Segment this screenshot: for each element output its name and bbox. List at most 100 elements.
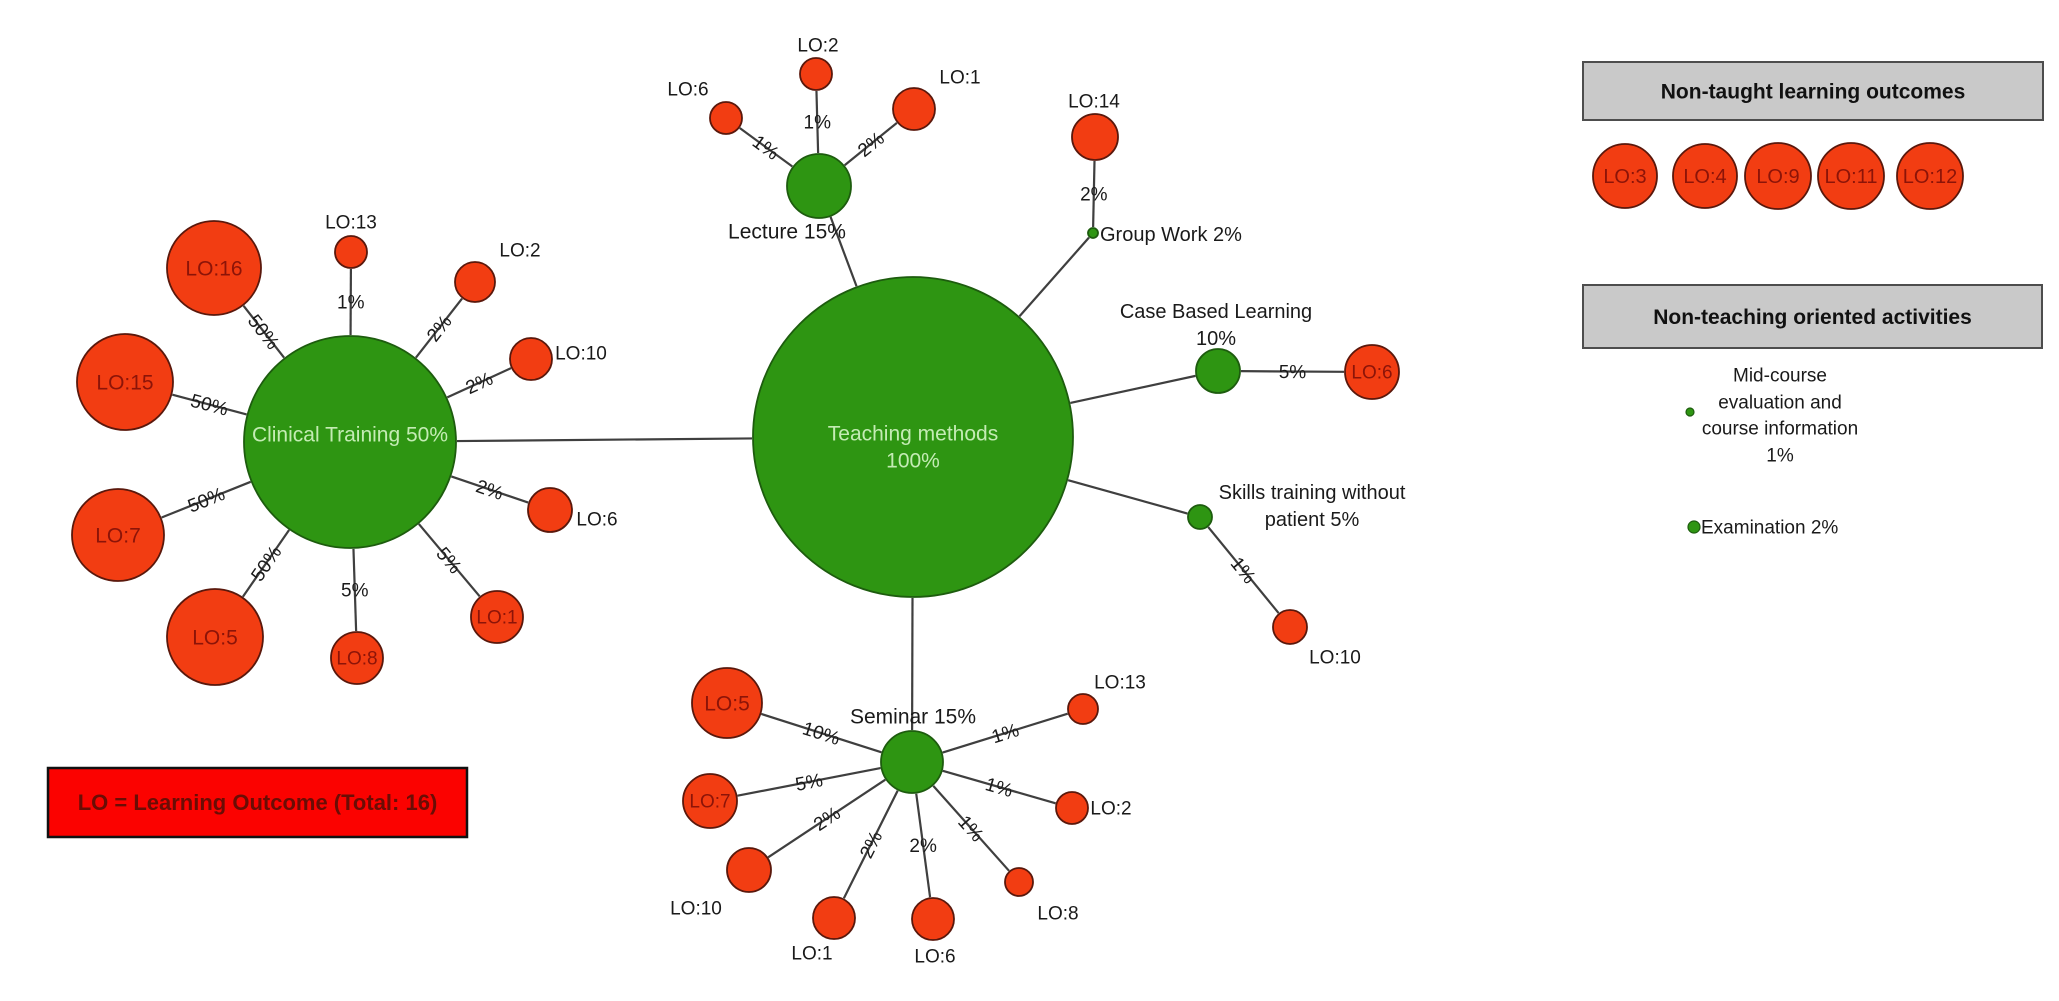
node-seminar-method-circle (880, 730, 944, 794)
edge-clinical-c6 (450, 475, 529, 504)
node-label-g14: LO:14 (1068, 92, 1120, 113)
node-label-cb6: LO:6 (1351, 363, 1392, 384)
node-c5-outcome-circle (166, 588, 264, 686)
legend-outcome-label-LO12: LO:12 (1903, 166, 1957, 188)
node-label-skills: Skills training without (1219, 482, 1406, 504)
node-label-groupwork: Group Work 2% (1100, 224, 1242, 246)
legend-non-teaching-title: Non-teaching oriented activities (1653, 306, 1972, 329)
node-label-c6: LO:6 (576, 510, 617, 531)
edge-seminar-se7 (737, 766, 881, 797)
node-label-clinical: Clinical Training 50% (252, 423, 448, 446)
node-label-teaching-1: 100% (886, 449, 940, 472)
edge-seminar-se10 (767, 778, 886, 859)
node-label-cbl: Case Based Learning (1120, 301, 1312, 323)
node-cbl-method-circle (1195, 348, 1241, 394)
node-label-se10: LO:10 (670, 899, 722, 920)
node-se8-outcome-circle (1004, 867, 1034, 897)
edge-clinical-c10 (446, 367, 512, 399)
node-se7-outcome-circle (682, 773, 738, 829)
node-c2-outcome-circle (454, 261, 496, 303)
node-skills-method-circle (1187, 504, 1213, 530)
legend-activity-label-examination: Examination 2% (1701, 518, 1838, 539)
node-label-lecture: Lecture 15% (728, 220, 846, 243)
legend-outcome-circle-LO12 (1896, 142, 1964, 210)
node-l2-outcome-circle (799, 57, 833, 91)
node-label-teaching: Teaching methods (828, 422, 998, 445)
node-c8-outcome-circle (330, 631, 384, 685)
node-c10-outcome-circle (509, 337, 553, 381)
edge-lecture-l1 (843, 121, 898, 167)
legend-outcome-label-LO9: LO:9 (1756, 166, 1799, 188)
edge-groupwork-g14 (1092, 160, 1096, 228)
edge-label-seminar-se1: 2% (856, 828, 887, 862)
node-g14-outcome-circle (1071, 113, 1119, 161)
node-label-cbl-1: 10% (1196, 328, 1236, 350)
node-label-se5: LO:5 (704, 692, 750, 715)
node-c7-outcome-circle (71, 488, 165, 582)
edge-label-clinical-c13: 1% (337, 293, 365, 314)
legend-activity-label-mid-course-evaluation: Mid-course (1733, 366, 1827, 387)
edge-clinical-c5 (241, 529, 290, 598)
edge-label-seminar-se2: 1% (983, 774, 1015, 802)
node-label-se1: LO:1 (791, 944, 832, 965)
edge-clinical-c15 (172, 393, 247, 416)
node-label-c8: LO:8 (336, 649, 377, 670)
edge-label-seminar-se7: 5% (794, 770, 825, 796)
legend-outcome-circle-LO4 (1672, 143, 1738, 209)
edge-clinical-c1 (417, 523, 481, 598)
edge-clinical-c7 (161, 480, 252, 519)
node-se13-outcome-circle (1067, 693, 1099, 725)
node-s10-outcome-circle (1272, 609, 1308, 645)
node-se6-outcome-circle (911, 897, 955, 941)
node-teaching-method-circle (752, 276, 1074, 598)
edge-label-seminar-se6: 2% (909, 836, 937, 857)
node-label-s10: LO:10 (1309, 648, 1361, 669)
edge-seminar-se2 (942, 769, 1056, 805)
node-label-se2: LO:2 (1090, 799, 1131, 820)
node-label-c15: LO:15 (96, 371, 153, 394)
node-se2-outcome-circle (1055, 791, 1089, 825)
edge-label-seminar-se5: 10% (800, 718, 843, 750)
node-label-se6: LO:6 (914, 947, 955, 968)
legend-outcome-circle-LO11 (1817, 142, 1885, 210)
edge-seminar-se5 (760, 712, 882, 754)
edge-seminar-se13 (942, 712, 1069, 754)
node-label-c10: LO:10 (555, 344, 607, 365)
node-label-seminar: Seminar 15% (850, 705, 976, 728)
legend-non-teaching-box (1582, 284, 2043, 349)
legend-outcome-label-LO3: LO:3 (1603, 166, 1646, 188)
note-box (46, 766, 469, 839)
edge-skills-s10 (1207, 526, 1280, 614)
edge-teaching-skills (1067, 479, 1188, 515)
node-c15-outcome-circle (76, 333, 174, 431)
edge-lecture-l6 (739, 127, 794, 168)
node-l6-outcome-circle (709, 101, 743, 135)
node-label-se13: LO:13 (1094, 673, 1146, 694)
edge-seminar-se6 (915, 793, 932, 898)
legend-outcome-label-LO11: LO:11 (1825, 166, 1878, 188)
edge-label-clinical-c15: 50% (188, 391, 230, 421)
legend-activity-dot-mid-course-evaluation (1685, 407, 1695, 417)
node-label-c7: LO:7 (95, 524, 141, 547)
edge-cbl-cb6 (1240, 370, 1345, 373)
node-c13-outcome-circle (334, 235, 368, 269)
node-c1-outcome-circle (470, 590, 524, 644)
node-label-l1: LO:1 (939, 68, 980, 89)
node-label-se8: LO:8 (1037, 904, 1078, 925)
edge-label-clinical-c10: 2% (463, 369, 497, 400)
edge-seminar-se1 (842, 790, 899, 899)
edge-label-clinical-c8: 5% (341, 581, 369, 602)
edge-label-clinical-c5: 50% (247, 542, 286, 585)
node-se10-outcome-circle (726, 847, 772, 893)
legend-non-taught-title: Non-taught learning outcomes (1661, 80, 1966, 103)
legend-non-taught-box (1582, 61, 2044, 121)
node-l1-outcome-circle (892, 87, 936, 131)
edge-label-cbl-cb6: 5% (1279, 362, 1307, 383)
node-se1-outcome-circle (812, 896, 856, 940)
edge-teaching-clinical (456, 437, 753, 443)
edge-clinical-c2 (415, 297, 463, 359)
edge-label-seminar-se13: 1% (989, 720, 1022, 748)
node-se5-outcome-circle (691, 667, 763, 739)
